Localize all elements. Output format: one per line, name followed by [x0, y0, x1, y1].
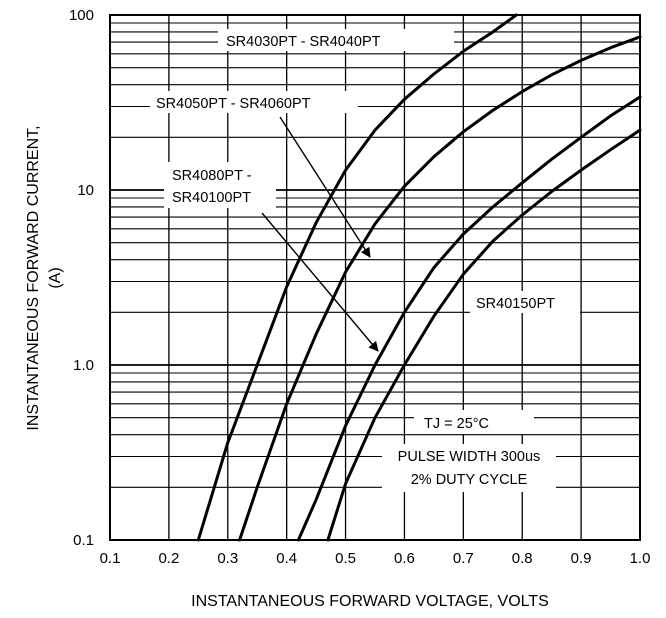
label-sr40150: SR40150PT [476, 296, 555, 312]
label-sr4080-line1: SR4080PT - [172, 168, 252, 184]
label-sr4030: SR4030PT - SR4040PT [226, 34, 381, 50]
label-bg-tj [414, 410, 534, 434]
x-tick-label: 0.3 [217, 550, 238, 567]
series-line-4 [326, 128, 642, 542]
y-tick-labels: 0.1 1.0 10 100 [69, 7, 94, 549]
grid [109, 14, 641, 541]
y-tick-label: 10 [77, 182, 94, 199]
y-tick-label: 1.0 [73, 357, 94, 374]
x-tick-labels: 0.1 0.2 0.3 0.4 0.5 0.6 0.7 0.8 0.9 1.0 [100, 550, 651, 567]
label-bg-pulse [382, 444, 556, 492]
curves [196, 13, 642, 542]
series-line-3 [296, 95, 642, 542]
label-bg-sr4050 [150, 91, 358, 113]
label-sr4080-line2: SR40100PT [172, 190, 251, 206]
label-sr4050: SR4050PT - SR4060PT [156, 96, 311, 112]
x-tick-label: 1.0 [630, 550, 651, 567]
x-axis-title: INSTANTANEOUS FORWARD VOLTAGE, VOLTS [191, 593, 549, 610]
label-tj: TJ = 25°C [424, 416, 489, 432]
plot-frame [109, 14, 641, 541]
label-bg-sr4030 [218, 29, 454, 51]
x-tick-label: 0.5 [335, 550, 356, 567]
series-line-2 [238, 35, 642, 542]
x-tick-label: 0.7 [453, 550, 474, 567]
x-tick-label: 0.4 [276, 550, 297, 567]
label-pulse-line1: PULSE WIDTH 300us [398, 449, 541, 465]
y-axis-title-line1: INSTANTANEOUS FORWARD CURRENT, [25, 125, 42, 430]
x-tick-label: 0.2 [158, 550, 179, 567]
label-pulse-line2: 2% DUTY CYCLE [411, 472, 528, 488]
x-tick-label: 0.8 [512, 550, 533, 567]
y-axis-title-line2: (A) [47, 267, 64, 288]
x-tick-label: 0.1 [100, 550, 121, 567]
x-tick-label: 0.9 [571, 550, 592, 567]
y-tick-label: 0.1 [73, 532, 94, 549]
y-tick-label: 100 [69, 7, 94, 24]
arrow-sr4050 [279, 116, 371, 258]
label-bg-sr4080 [164, 162, 276, 208]
x-tick-label: 0.6 [394, 550, 415, 567]
series-line-1 [196, 13, 518, 542]
arrow-sr4080 [261, 212, 379, 352]
label-bg-sr40150 [470, 291, 580, 313]
